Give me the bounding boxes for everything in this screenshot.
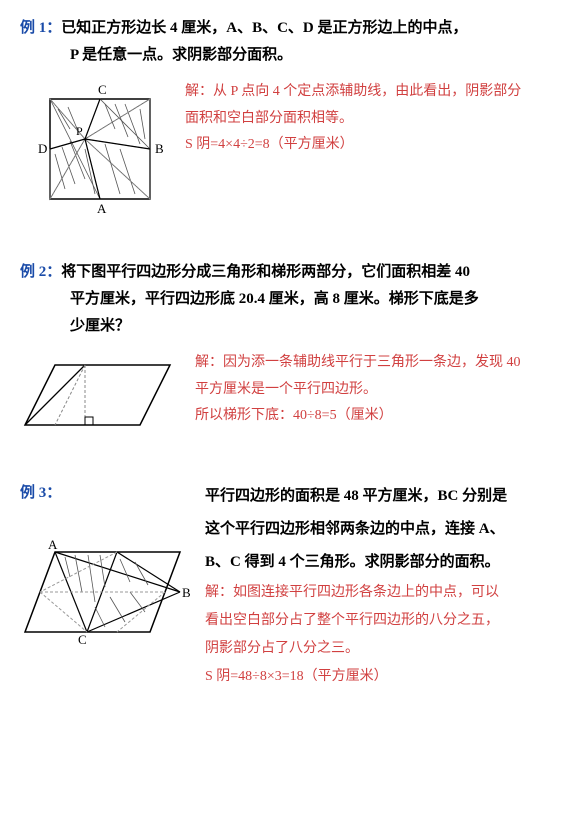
ex3-label: 例 3：: [20, 485, 61, 501]
ex1-label: 例 1：: [20, 20, 61, 36]
ex3-sol-line3: 阴影部分占了八分之三。: [205, 641, 359, 656]
ex2-sol-label: 解：: [195, 355, 223, 370]
ex3-problem-line1: 平行四边形的面积是 48 平方厘米，BC 分别是: [205, 488, 507, 504]
ex1-label-C: C: [98, 82, 107, 97]
ex2-sol-line3: 所以梯形下底：40÷8=5（厘米）: [195, 408, 393, 423]
example-2: 例 2：将下图平行四边形分成三角形和梯形两部分，它们面积相差 40 平方厘米，平…: [20, 259, 550, 450]
ex3-figure: A B C: [20, 537, 190, 657]
ex2-problem-line2: 平方厘米，平行四边形底 20.4 厘米，高 8 厘米。梯形下底是多: [20, 286, 550, 313]
ex2-solution: 解：因为添一条辅助线平行于三角形一条边，发现 40 平方厘米是一个平行四边形。 …: [195, 350, 521, 430]
ex1-problem-line1: 已知正方形边长 4 厘米，A、B、C、D 是正方形边上的中点，: [61, 20, 467, 36]
example-3: 例 3：: [20, 480, 550, 691]
ex3-problem: 平行四边形的面积是 48 平方厘米，BC 分别是 这个平行四边形相邻两条边的中点…: [205, 480, 550, 579]
ex1-solution: 解：从 P 点向 4 个定点添辅助线，由此看出，阴影部分 面积和空白部分面积相等…: [185, 79, 521, 159]
ex1-sol-line1: 从 P 点向 4 个定点添辅助线，由此看出，阴影部分: [213, 84, 521, 99]
ex3-label-A: A: [48, 537, 58, 552]
ex3-problem-line2: 这个平行四边形相邻两条边的中点，连接 A、: [205, 521, 505, 537]
ex1-label-D: D: [38, 141, 47, 156]
ex2-sol-line1: 因为添一条辅助线平行于三角形一条边，发现 40: [223, 355, 521, 370]
ex3-sol-label: 解：: [205, 585, 233, 600]
ex1-sol-line2: 面积和空白部分面积相等。: [185, 111, 353, 126]
ex3-body: 例 3：: [20, 480, 550, 691]
ex3-label-B: B: [182, 585, 190, 600]
ex1-sol-label: 解：: [185, 84, 213, 99]
ex2-sol-line2: 平方厘米是一个平行四边形。: [195, 382, 377, 397]
ex2-problem-line3: 少厘米？: [20, 313, 550, 340]
ex3-sol-line2: 看出空白部分占了整个平行四边形的八分之五，: [205, 613, 499, 628]
ex1-label-P: P: [76, 124, 83, 138]
ex1-label-A: A: [97, 201, 107, 216]
ex1-problem: 例 1：已知正方形边长 4 厘米，A、B、C、D 是正方形边上的中点， P 是任…: [20, 15, 550, 69]
ex1-figure: C D B A P: [20, 79, 170, 229]
ex1-formula: S 阴=4×4÷2=8（平方厘米）: [185, 137, 354, 152]
ex3-text-block: 平行四边形的面积是 48 平方厘米，BC 分别是 这个平行四边形相邻两条边的中点…: [205, 480, 550, 691]
ex1-label-B: B: [155, 141, 164, 156]
ex2-label: 例 2：: [20, 264, 61, 280]
ex3-problem-line3: B、C 得到 4 个三角形。求阴影部分的面积。: [205, 554, 500, 570]
ex2-problem: 例 2：将下图平行四边形分成三角形和梯形两部分，它们面积相差 40 平方厘米，平…: [20, 259, 550, 340]
ex3-sol-line1: 如图连接平行四边形各条边上的中点，可以: [233, 585, 499, 600]
ex3-formula: S 阴=48÷8×3=18（平方厘米）: [205, 669, 388, 684]
ex2-figure: [20, 350, 180, 450]
example-1: 例 1：已知正方形边长 4 厘米，A、B、C、D 是正方形边上的中点， P 是任…: [20, 15, 550, 229]
ex1-problem-line2: P 是任意一点。求阴影部分面积。: [20, 42, 550, 69]
ex2-problem-line1: 将下图平行四边形分成三角形和梯形两部分，它们面积相差 40: [61, 264, 470, 280]
ex2-body: 解：因为添一条辅助线平行于三角形一条边，发现 40 平方厘米是一个平行四边形。 …: [20, 350, 550, 450]
ex3-solution: 解：如图连接平行四边形各条边上的中点，可以 看出空白部分占了整个平行四边形的八分…: [205, 579, 550, 691]
ex1-body: C D B A P 解：从 P 点向 4 个定点添辅助线，由此看出，阴影部分 面…: [20, 79, 550, 229]
ex3-label-C: C: [78, 632, 87, 647]
